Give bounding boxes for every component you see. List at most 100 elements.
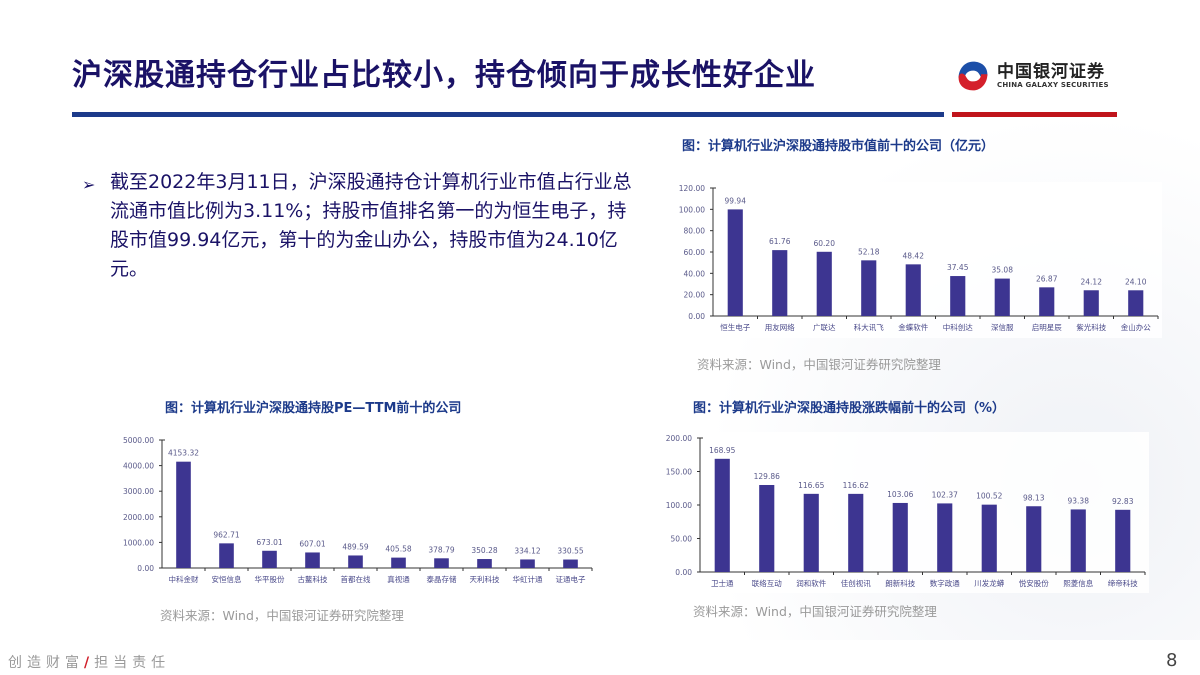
bar [563, 559, 578, 568]
summary-text: 截至2022年3月11日，沪深股通持仓计算机行业市值占行业总流通市值比例为3.1… [110, 171, 632, 280]
svg-text:673.01: 673.01 [256, 538, 282, 547]
svg-text:联络互动: 联络互动 [752, 578, 782, 588]
svg-text:中科金财: 中科金财 [169, 574, 199, 584]
bar [950, 276, 966, 316]
summary-bullet: ➢ 截至2022年3月11日，沪深股通持仓计算机行业市值占行业总流通市值比例为3… [82, 168, 642, 284]
svg-text:103.06: 103.06 [887, 490, 913, 499]
bar [772, 250, 788, 316]
bar [714, 458, 730, 572]
svg-text:52.18: 52.18 [858, 247, 880, 256]
svg-text:证通电子: 证通电子 [556, 574, 586, 584]
svg-text:广联达: 广联达 [813, 322, 836, 332]
svg-text:35.08: 35.08 [992, 266, 1014, 275]
svg-text:5000.00: 5000.00 [123, 436, 154, 445]
svg-text:607.01: 607.01 [299, 539, 325, 548]
galaxy-logo-icon [958, 61, 988, 91]
svg-text:24.10: 24.10 [1125, 277, 1147, 286]
bar [994, 278, 1010, 316]
pe-ttm-chart-title-block: 图：计算机行业沪深股通持股PE—TTM前十的公司 [165, 397, 461, 416]
change-chart-title-block: 图：计算机行业沪深股通持股涨跌幅前十的公司（%） [693, 397, 1005, 416]
bar [937, 503, 953, 572]
svg-text:0.00: 0.00 [137, 564, 154, 573]
svg-text:卫士通: 卫士通 [711, 578, 734, 588]
page-number: 8 [1166, 650, 1178, 671]
svg-text:116.65: 116.65 [798, 481, 824, 490]
svg-text:100.52: 100.52 [976, 492, 1002, 501]
svg-text:川发龙蟒: 川发龙蟒 [974, 578, 1004, 588]
bar [892, 502, 908, 572]
svg-text:150.00: 150.00 [666, 468, 692, 477]
svg-text:佳创视讯: 佳创视讯 [841, 578, 871, 588]
slogan-right: 担当责任 [94, 655, 171, 671]
svg-text:金山办公: 金山办公 [1121, 322, 1151, 332]
svg-text:100.00: 100.00 [679, 205, 705, 214]
svg-text:华平股份: 华平股份 [255, 574, 285, 584]
svg-text:129.86: 129.86 [754, 472, 780, 481]
bar [434, 558, 449, 568]
svg-text:3000.00: 3000.00 [123, 487, 154, 496]
title-divider-blue [72, 112, 944, 117]
svg-text:熙菱信息: 熙菱信息 [1063, 578, 1093, 588]
pe-ttm-chart-source: 资料来源：Wind，中国银河证券研究院整理 [160, 608, 404, 623]
svg-text:缔帝科技: 缔帝科技 [1108, 578, 1138, 588]
svg-text:405.58: 405.58 [385, 545, 411, 554]
svg-text:60.00: 60.00 [684, 248, 706, 257]
company-logo: 中国银河证券 CHINA GALAXY SECURITIES [955, 58, 1109, 94]
svg-text:0.00: 0.00 [688, 312, 705, 321]
svg-text:92.83: 92.83 [1112, 497, 1134, 506]
bar [1026, 506, 1042, 572]
svg-text:泰晶存储: 泰晶存储 [427, 574, 457, 584]
bar [861, 260, 877, 316]
svg-text:用友网络: 用友网络 [765, 322, 795, 332]
bar [1128, 290, 1144, 316]
bar [1039, 287, 1055, 316]
svg-text:61.76: 61.76 [769, 237, 791, 246]
svg-text:37.45: 37.45 [947, 263, 969, 272]
bar [816, 251, 832, 316]
svg-text:99.94: 99.94 [725, 196, 747, 205]
svg-text:古鳌科技: 古鳌科技 [298, 574, 328, 584]
bar [305, 552, 320, 568]
svg-text:紫光科技: 紫光科技 [1076, 322, 1106, 332]
market-value-chart-title: 图：计算机行业沪深股通持股市值前十的公司（亿元） [682, 139, 995, 154]
svg-text:深信服: 深信服 [991, 322, 1014, 332]
change-bar-chart: 0.00 50.00 100.00 150.00 200.00 168.95 卫士通 129.… [660, 432, 1149, 593]
market-value-bar-chart: 0.00 20.00 40.00 60.00 80.00 100.00 120.00 99.9… [673, 182, 1162, 338]
svg-text:首都在线: 首都在线 [341, 574, 371, 584]
svg-text:恒生电子: 恒生电子 [720, 322, 750, 332]
bar [727, 209, 743, 316]
bar [905, 264, 921, 316]
svg-text:0.00: 0.00 [675, 568, 692, 577]
bar [981, 504, 997, 572]
svg-text:安恒信息: 安恒信息 [212, 574, 242, 584]
svg-text:168.95: 168.95 [709, 446, 735, 455]
bar [176, 461, 191, 568]
svg-text:200.00: 200.00 [666, 434, 692, 443]
pe-ttm-chart-title: 图：计算机行业沪深股通持股PE—TTM前十的公司 [165, 401, 462, 416]
svg-text:4000.00: 4000.00 [123, 462, 154, 471]
svg-text:20.00: 20.00 [684, 291, 706, 300]
svg-text:中科创达: 中科创达 [943, 322, 973, 332]
svg-text:98.13: 98.13 [1023, 493, 1045, 502]
svg-text:102.37: 102.37 [932, 490, 958, 499]
svg-text:悦安股份: 悦安股份 [1019, 578, 1049, 588]
svg-text:60.20: 60.20 [814, 239, 836, 248]
bar [759, 484, 775, 572]
svg-text:4153.32: 4153.32 [168, 449, 199, 458]
svg-text:真视通: 真视通 [387, 574, 410, 584]
bar [1083, 290, 1099, 316]
svg-text:93.38: 93.38 [1068, 496, 1090, 505]
bar [348, 555, 363, 568]
footer-slogan: 创造财富/担当责任 [8, 652, 170, 672]
page-title: 沪深股通持仓行业占比较小，持仓倾向于成长性好企业 [72, 58, 816, 93]
svg-text:116.62: 116.62 [843, 481, 869, 490]
bar [477, 559, 492, 568]
svg-text:330.55: 330.55 [557, 547, 583, 556]
svg-text:数字政通: 数字政通 [930, 578, 960, 588]
slogan-slash: / [84, 655, 95, 671]
svg-text:天利科技: 天利科技 [470, 574, 500, 584]
svg-text:朗新科技: 朗新科技 [885, 578, 915, 588]
bar [391, 557, 406, 568]
bar [219, 543, 234, 568]
svg-text:润和软件: 润和软件 [796, 578, 826, 588]
